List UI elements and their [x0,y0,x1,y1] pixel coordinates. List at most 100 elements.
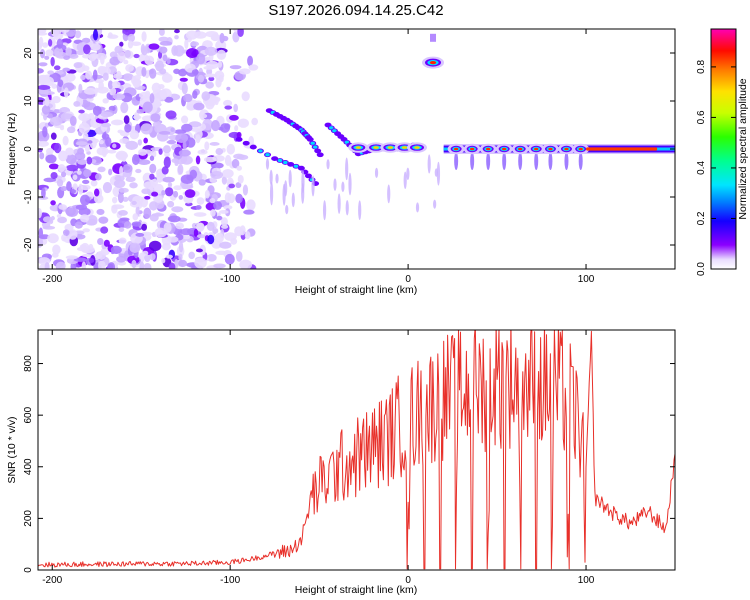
noise-blob [79,214,90,223]
noise-blob [99,140,104,145]
noise-blob [135,168,142,174]
noise-blob [61,38,72,44]
y-tick-label: 10 [23,95,34,107]
noise-blob [231,158,240,169]
noise-blob [101,133,110,140]
noise-blob [158,29,165,36]
noise-blob [149,93,155,104]
snr-y-axis: 0 200 400 600 800 [23,355,675,573]
spectral-blob-core [517,147,523,151]
noise-blob [73,101,81,107]
noise-blob [101,66,107,72]
noise-blob [47,70,55,75]
tone-streak [454,152,459,170]
noise-blob [87,140,93,144]
noise-blob [138,148,148,156]
noise-blob [234,226,244,237]
noise-blob [204,73,218,78]
noise-blob [127,33,136,43]
noise-blob [195,155,201,165]
noise-blob [196,222,205,232]
snr-series-line [38,330,675,570]
noise-blob [110,245,122,255]
noise-blob [76,170,82,175]
noise-blob [235,182,242,189]
noise-blob [140,123,153,135]
noise-blob [141,66,147,77]
noise-blob [149,163,157,174]
noise-blob [66,181,72,192]
spectrogram-x-axis: -200 -100 0 100 [42,29,595,285]
noise-blob [239,68,251,75]
noise-blob [234,125,239,132]
spectral-streak [291,192,295,208]
noise-blob [83,87,97,95]
x-tick-label: -100 [220,274,240,285]
noise-blob [107,262,116,269]
spectral-blob-core [469,147,475,151]
noise-blob [60,186,68,192]
noise-blob [160,89,168,101]
noise-blob [174,35,179,40]
noise-blob [83,44,91,55]
noise-blob [133,53,140,59]
noise-blob [153,183,164,194]
noise-blob [175,133,189,144]
noise-blob [226,143,236,155]
noise-blob [44,55,50,60]
spectral-streak [322,200,327,221]
noise-blob [79,194,91,206]
noise-blob [125,176,136,183]
x-tick-label: 100 [578,575,595,586]
spectral-streak [427,154,431,174]
spectral-streak [374,167,379,178]
noise-blob [118,187,129,193]
noise-blob [148,43,160,50]
spectral-streak [288,169,292,188]
noise-blob [142,101,153,113]
noise-blob [181,82,188,95]
noise-blob [183,93,193,103]
noise-blob [51,83,58,89]
carrier-peak-run [586,147,658,151]
noise-blob [159,41,173,46]
spectrogram-noise-field [38,29,259,269]
spectral-streak [387,184,391,204]
noise-blob [220,217,228,226]
snr-panel: -200 -100 0 100 0 200 400 600 800 Height of str… [6,329,676,596]
spectral-streak [348,172,352,196]
noise-blob [158,131,171,135]
noise-blob [122,163,133,173]
noise-blob [42,42,49,48]
noise-blob [186,30,198,40]
noise-blob [209,142,220,146]
y-tick-label: -20 [23,237,34,252]
noise-blob [47,233,59,244]
noise-blob [124,49,131,58]
noise-blob [117,191,124,204]
line-segment-blob [316,152,324,158]
noise-blob [204,46,218,56]
noise-blob [175,222,185,230]
spectral-blob-core [401,146,408,149]
noise-blob [94,173,102,181]
noise-blob [148,240,162,252]
noise-blob [224,123,231,130]
noise-blob [184,189,196,198]
noise-blob [65,207,76,215]
x-tick-label: 0 [405,575,411,586]
noise-blob [56,178,64,187]
noise-blob [98,216,109,224]
noise-blob [100,226,109,234]
noise-blob [196,197,205,205]
spectrogram-features [235,33,675,221]
line-segment-core [293,164,299,168]
noise-blob [241,91,250,102]
noise-blob [57,164,66,173]
spectral-streak [403,171,407,190]
noise-blob [42,126,48,138]
noise-blob [38,140,49,147]
snr-x-label: Height of straight line (km) [295,584,418,596]
noise-blob [247,55,253,67]
noise-blob [111,204,125,210]
